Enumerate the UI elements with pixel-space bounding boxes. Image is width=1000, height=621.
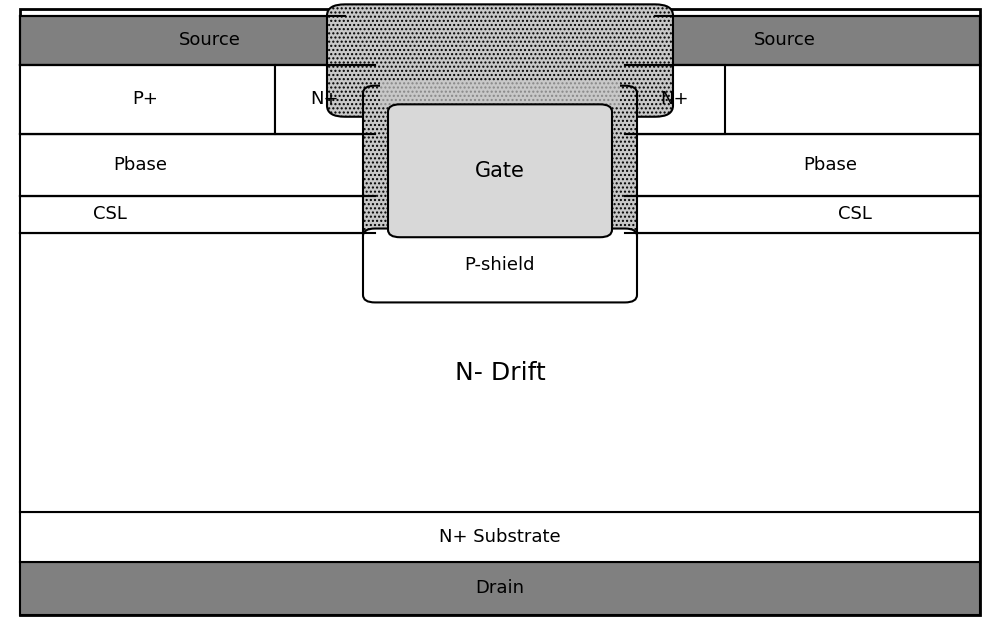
- Bar: [380, 81, 620, 106]
- Text: CSL: CSL: [838, 206, 872, 223]
- Text: P-shield: P-shield: [465, 256, 535, 274]
- Bar: [625, 65, 725, 134]
- Text: Pbase: Pbase: [803, 156, 857, 173]
- Bar: [380, 81, 620, 106]
- Text: N- Drift: N- Drift: [455, 361, 545, 384]
- Text: Source: Source: [179, 32, 241, 49]
- Text: Drain: Drain: [476, 579, 524, 597]
- Bar: [20, 562, 980, 615]
- Text: Gate: Gate: [475, 161, 525, 181]
- Bar: [20, 16, 980, 65]
- Text: Pbase: Pbase: [113, 156, 167, 173]
- Text: CSL: CSL: [93, 206, 127, 223]
- Bar: [20, 233, 980, 512]
- Bar: [20, 134, 980, 196]
- Text: Source: Source: [754, 32, 816, 49]
- Text: N+: N+: [661, 91, 689, 108]
- Bar: [275, 65, 375, 134]
- Bar: [20, 196, 980, 233]
- Bar: [20, 65, 980, 134]
- Bar: [20, 65, 275, 134]
- Text: N+: N+: [311, 91, 339, 108]
- Text: P+: P+: [132, 91, 158, 108]
- FancyBboxPatch shape: [388, 104, 612, 237]
- FancyBboxPatch shape: [327, 4, 673, 117]
- Bar: [20, 512, 980, 562]
- FancyBboxPatch shape: [363, 229, 637, 302]
- Text: N+ Substrate: N+ Substrate: [439, 528, 561, 546]
- FancyBboxPatch shape: [363, 86, 637, 247]
